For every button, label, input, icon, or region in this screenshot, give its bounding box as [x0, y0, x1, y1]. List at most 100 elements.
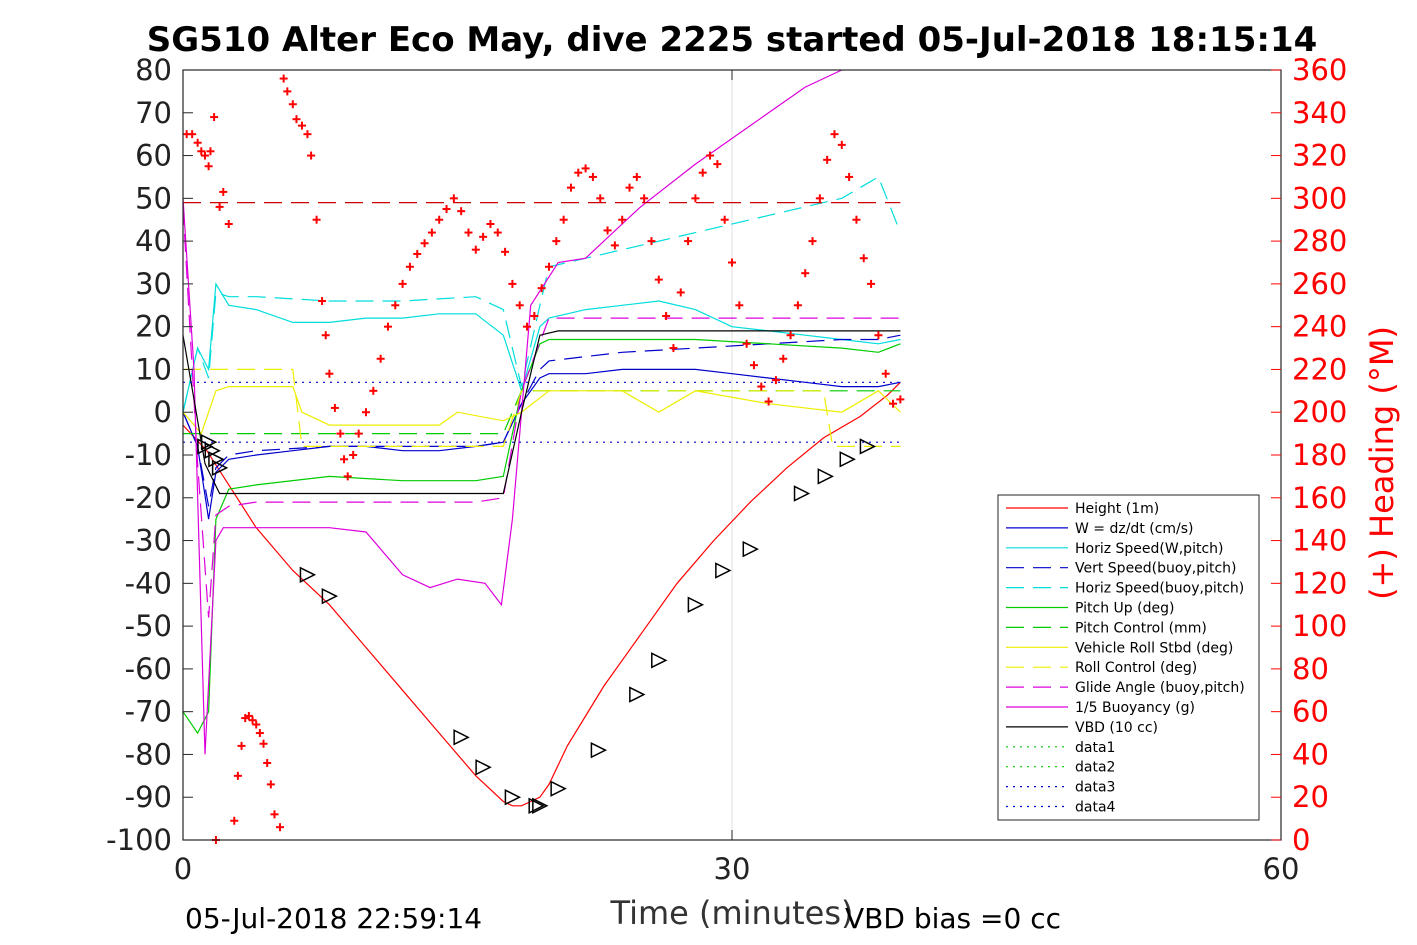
heading-point	[493, 228, 502, 237]
y2-tick-label: 40	[1292, 737, 1329, 771]
y2-tick-label: 80	[1292, 652, 1329, 686]
x-tick-label: 0	[174, 852, 192, 886]
x-tick-label: 60	[1263, 852, 1300, 886]
heading-point	[530, 311, 539, 320]
left-axis-ticks: 80 70 60 50 40 30 20 10 0 -10 -20 -30 -40 -50 -60 -70 -8…	[106, 53, 193, 857]
triangle-marker	[321, 587, 339, 605]
triangle-marker	[504, 789, 522, 806]
heading-point	[845, 172, 854, 181]
heading-point	[442, 205, 451, 214]
heading-point	[224, 220, 233, 228]
heading-point	[383, 322, 392, 331]
y2-tick-label: 340	[1292, 96, 1347, 130]
legend-label: Pitch Up (deg)	[1075, 601, 1174, 617]
triangle-marker	[475, 759, 492, 776]
y-tick-label: 80	[135, 53, 172, 87]
x-axis-ticks: 0 30 60	[174, 70, 1300, 886]
footer-timestamp: 05-Jul-2018 22:59:14	[185, 902, 482, 935]
series-line-glide-angle-buoy-pitch	[182, 206, 901, 618]
y2-tick-label: 60	[1292, 695, 1329, 729]
heading-point	[676, 288, 685, 297]
legend-label: 1/5 Buoyancy (g)	[1075, 700, 1195, 716]
heading-point	[779, 354, 788, 363]
heading-point	[321, 331, 330, 340]
heading-point	[859, 254, 868, 263]
triangle-marker	[528, 797, 545, 814]
heading-point	[618, 215, 627, 224]
legend: Height (1m) W = dz/dt (cm/s) Horiz Speed(W…	[997, 494, 1260, 821]
series-line-height-1m	[182, 381, 901, 807]
legend-label: data1	[1075, 740, 1115, 756]
triangle-marker	[817, 468, 835, 485]
heading-point	[471, 245, 480, 254]
triangle-marker	[453, 729, 470, 746]
y2-tick-label: 260	[1292, 267, 1347, 301]
series-line-horiz-speed-buoy-pitch	[182, 176, 901, 413]
heading-point	[288, 100, 297, 109]
heading-point	[369, 386, 378, 395]
heading-point	[654, 275, 663, 284]
heading-point	[303, 130, 312, 139]
heading-point	[808, 237, 817, 246]
heading-point	[603, 226, 612, 235]
series-line-w-dz-dt-cm-s	[182, 368, 901, 520]
heading-point	[523, 322, 532, 331]
y2-tick-label: 0	[1292, 823, 1310, 857]
heading-point	[200, 151, 209, 160]
y-tick-label: -10	[125, 438, 172, 472]
legend-label: Horiz Speed(buoy,pitch)	[1075, 581, 1244, 597]
legend-label: data4	[1075, 800, 1116, 816]
heading-point	[283, 87, 292, 96]
triangle-marker	[715, 562, 732, 579]
y-tick-label: -30	[125, 524, 172, 558]
heading-point	[486, 220, 495, 228]
heading-point	[801, 269, 810, 278]
y-tick-label: 10	[135, 352, 172, 386]
legend-label: Height (1m)	[1075, 501, 1159, 517]
heading-point	[252, 720, 261, 729]
y-tick-label: 60	[135, 139, 172, 173]
y2-tick-label: 120	[1292, 566, 1347, 600]
heading-point	[632, 172, 641, 181]
heading-point	[501, 247, 510, 256]
right-axis-ticks: 3603403203002802602402202001801601401201…	[1271, 53, 1347, 857]
triangle-marker	[532, 797, 549, 814]
y2-tick-label: 20	[1292, 780, 1329, 814]
y-tick-label: -60	[125, 652, 172, 686]
triangle-marker	[299, 566, 317, 583]
y-tick-label: 40	[135, 224, 172, 258]
heading-point	[330, 403, 339, 412]
heading-point	[263, 759, 272, 767]
y-tick-label: 30	[135, 267, 172, 301]
legend-label: Roll Control (deg)	[1075, 660, 1197, 676]
chart-title: SG510 Alter Eco May, dive 2225 started 0…	[147, 20, 1318, 60]
y2-tick-label: 140	[1292, 524, 1347, 558]
legend-label: Vehicle Roll Stbd (deg)	[1075, 640, 1233, 656]
heading-point	[728, 258, 736, 267]
heading-point	[266, 780, 275, 789]
y-tick-label: -90	[125, 780, 172, 814]
y2-tick-label: 300	[1292, 181, 1347, 215]
triangle-marker	[742, 540, 759, 558]
heading-point	[464, 228, 473, 237]
heading-point	[669, 344, 678, 353]
heading-point	[391, 301, 400, 310]
triangle-marker	[211, 459, 229, 477]
heading-point	[413, 249, 422, 258]
y2-tick-label: 200	[1292, 395, 1347, 429]
heading-point	[255, 729, 264, 738]
triangle-marker	[793, 485, 811, 502]
heading-point	[312, 215, 321, 224]
x-tick-label: 30	[714, 852, 751, 886]
heading-point	[640, 194, 649, 203]
heading-point	[292, 115, 301, 124]
heading-point	[188, 130, 197, 139]
heading-point	[889, 399, 898, 408]
heading-point	[197, 147, 206, 156]
heading-point	[691, 194, 700, 203]
heading-point	[896, 395, 905, 404]
heading-point	[764, 397, 773, 406]
heading-point	[206, 147, 215, 156]
triangle-marker	[590, 741, 608, 759]
heading-point	[662, 311, 671, 320]
